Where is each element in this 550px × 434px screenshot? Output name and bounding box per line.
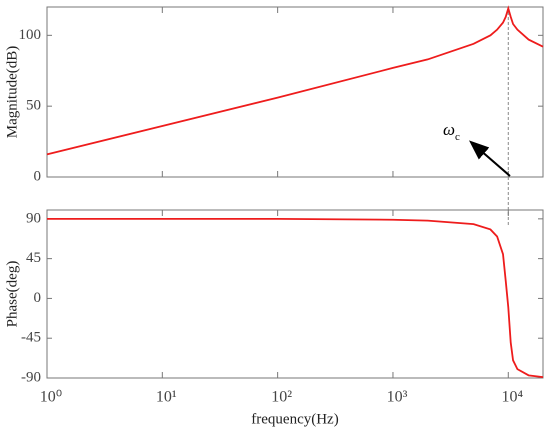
x-tick-label: 10⁴ [501, 389, 523, 406]
plot-frame [46, 6, 544, 178]
y-tick-label: 45 [26, 250, 41, 266]
annotation-sub: c [455, 131, 460, 143]
x-tick-label: 10³ [387, 389, 408, 406]
data-line [46, 5, 544, 156]
y-axis-label: Phase(deg) [4, 261, 20, 328]
y-tick-label: 50 [26, 98, 41, 114]
annotation-arrow [468, 140, 511, 177]
y-tick-label: 100 [19, 27, 42, 43]
x-tick-label: 10² [271, 389, 292, 406]
y-tick-label: 0 [34, 168, 42, 184]
plot-frame [46, 209, 544, 379]
x-tick-label: 10⁰ [40, 389, 62, 406]
y-axis-label: Magnitude(dB) [4, 46, 20, 138]
annotation: ωc [443, 120, 460, 143]
x-tick-label: 10¹ [156, 389, 177, 406]
y-tick-label: 90 [26, 210, 41, 226]
data-line [47, 217, 544, 379]
y-tick-label: 0 [34, 290, 42, 306]
y-tick-label: -45 [21, 330, 41, 346]
annotation-main: ω [443, 120, 455, 139]
x-axis-label: frequency(Hz) [251, 411, 338, 427]
y-tick-label: -90 [21, 369, 41, 385]
